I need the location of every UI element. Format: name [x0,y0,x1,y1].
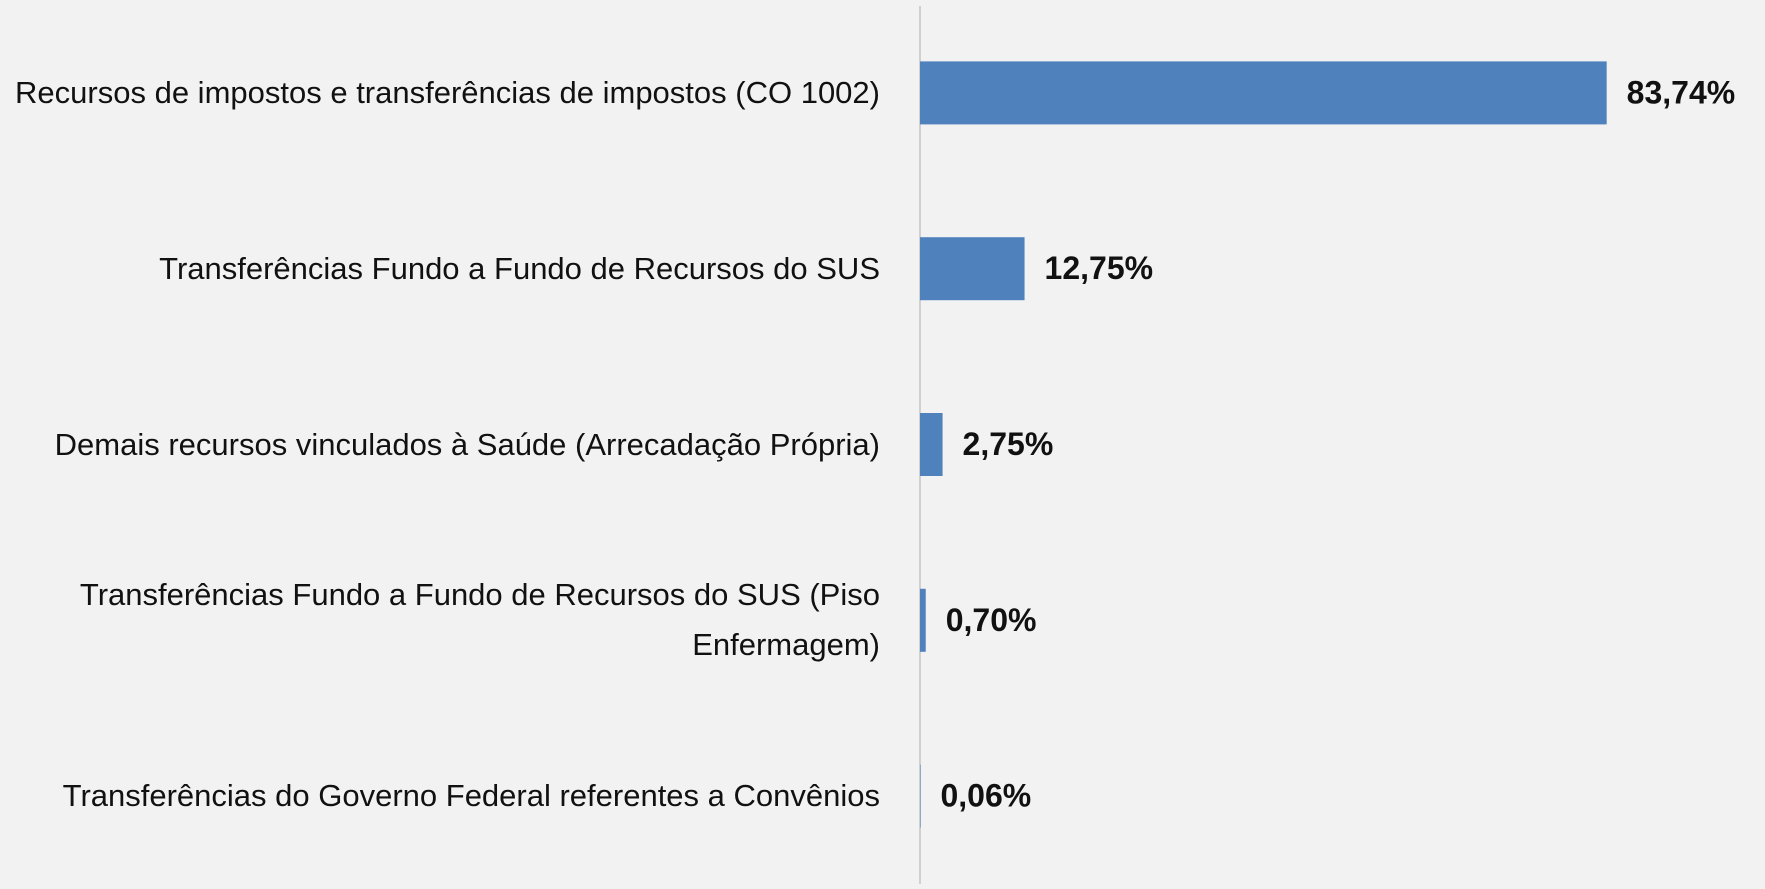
category-label: Transferências Fundo a Fundo de Recursos… [0,244,880,294]
bar [920,237,1025,300]
bar [920,413,943,476]
category-label: Transferências do Governo Federal refere… [0,771,880,821]
value-label: 12,75% [1045,250,1154,286]
value-label: 83,74% [1627,74,1736,110]
category-label: Recursos de impostos e transferências de… [0,68,880,118]
bar [920,589,926,652]
category-label: Transferências Fundo a Fundo de Recursos… [0,570,880,670]
value-label: 2,75% [963,426,1054,462]
category-label: Demais recursos vinculados à Saúde (Arre… [0,420,880,470]
value-label: 0,06% [940,778,1031,814]
bar [920,61,1607,124]
value-label: 0,70% [946,602,1037,638]
